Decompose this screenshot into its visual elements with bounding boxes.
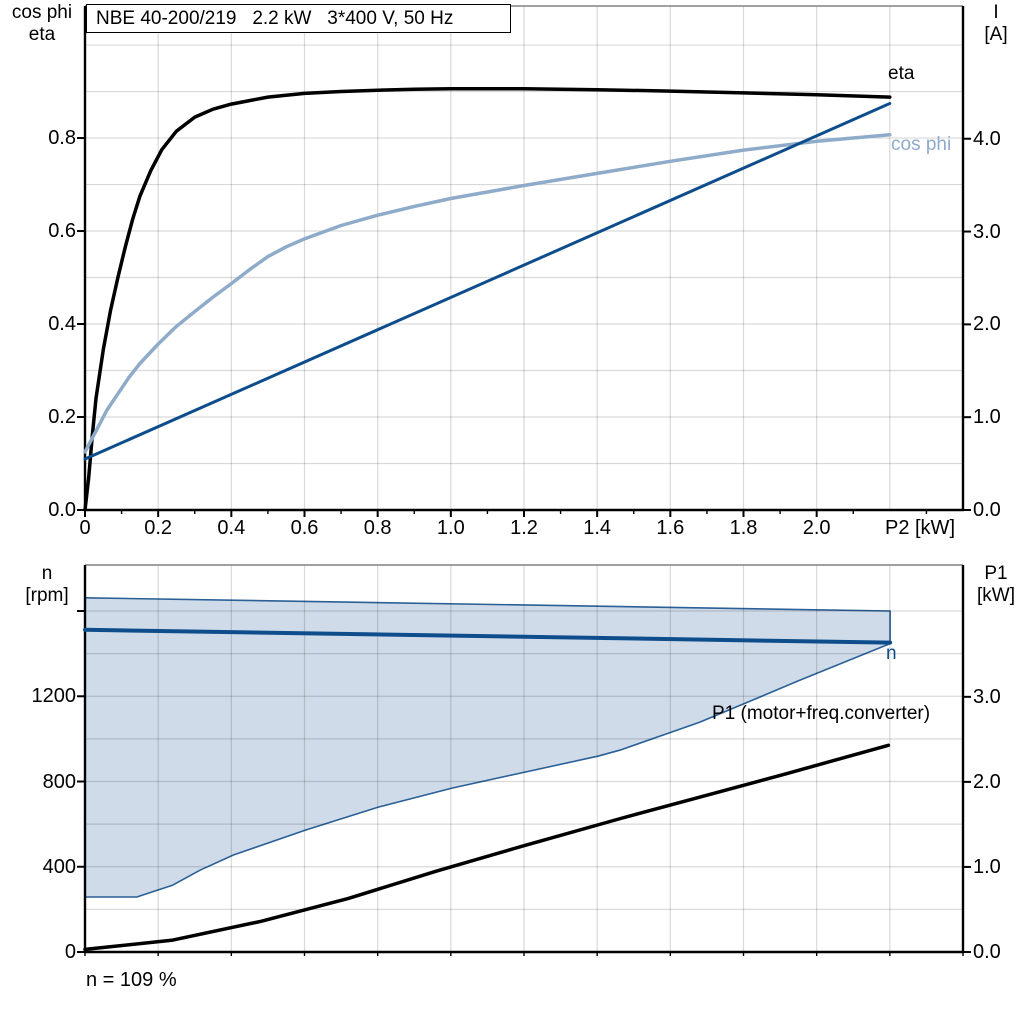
axis-title-cosphi-eta: cos phi eta — [2, 2, 82, 46]
y-right-tick-label: 1.0 — [973, 406, 1001, 429]
x-tick-label: 0.6 — [290, 517, 319, 539]
x-tick-label: 2.0 — [802, 517, 831, 539]
y-left-tick-label: 0.2 — [48, 406, 76, 428]
y-left-tick-label: 0.6 — [48, 220, 76, 243]
x-tick-label: 0.4 — [217, 517, 246, 539]
y-right-tick-label: 2.0 — [973, 770, 1001, 793]
axis-title-line: P1 — [984, 563, 1008, 584]
y-left-tick-label: 0.8 — [48, 127, 76, 150]
y-right-tick-label: 0.0 — [973, 941, 1001, 963]
eta-curve-label: eta — [888, 63, 915, 84]
axis-title-current: I [A] — [970, 2, 1022, 46]
n-curve-label: n — [886, 643, 897, 664]
y-left-tick-label: 0.0 — [48, 499, 76, 521]
pump-title-box: NBE 40-200/219 2.2 kW 3*400 V, 50 Hz — [86, 4, 511, 33]
x-tick-label: 1.6 — [656, 517, 685, 539]
y-right-tick-label: 3.0 — [973, 685, 1001, 708]
axis-title-line: n — [41, 563, 53, 584]
x-tick-label: 1.0 — [436, 517, 465, 539]
axis-title-line: [kW] — [977, 585, 1015, 606]
x-tick-label: 1.4 — [583, 517, 612, 539]
y-right-tick-label: 4.0 — [973, 127, 1001, 150]
speed-range-band — [85, 597, 891, 897]
x-axis-title-p2: P2 [kW] — [884, 517, 955, 539]
series-i — [83, 102, 892, 461]
series-n — [83, 627, 893, 645]
x-tick-label: 1.8 — [729, 517, 758, 539]
x-tick-label: 1.2 — [510, 517, 538, 539]
y-left-tick-label: 800 — [42, 770, 76, 793]
x-tick-label: 0.2 — [144, 517, 173, 539]
x-tick-label: 0.8 — [363, 517, 392, 539]
y-left-tick-label: 1200 — [31, 685, 77, 708]
axis-title-power: P1 [kW] — [968, 563, 1024, 607]
y-right-tick-label: 2.0 — [973, 313, 1001, 336]
axis-title-line: [rpm] — [25, 585, 69, 606]
y-left-tick-label: 400 — [42, 855, 76, 878]
y-right-tick-label: 0.0 — [973, 499, 1001, 521]
y-left-tick-label: 0 — [64, 941, 76, 963]
series-eta — [83, 87, 892, 512]
series-cos-phi — [83, 133, 892, 454]
p1-curve-label: P1 (motor+freq.converter) — [712, 703, 931, 724]
y-left-tick-label: 0.4 — [48, 313, 76, 336]
axis-title-line: eta — [28, 24, 56, 45]
axis-title-line: cos phi — [11, 2, 73, 23]
series-p1-motor-freq-converter- — [83, 743, 891, 952]
y-right-tick-label: 1.0 — [973, 855, 1001, 878]
cosphi-curve-label: cos phi — [891, 134, 952, 155]
axis-title-speed: n [rpm] — [12, 563, 82, 607]
axis-title-line: [A] — [984, 24, 1008, 45]
x-tick-label: 0 — [79, 517, 91, 539]
y-right-tick-label: 3.0 — [973, 220, 1001, 243]
axis-title-line: I — [993, 2, 999, 23]
speed-percentage-note: n = 109 % — [86, 969, 177, 991]
speed-range-border — [84, 597, 891, 898]
